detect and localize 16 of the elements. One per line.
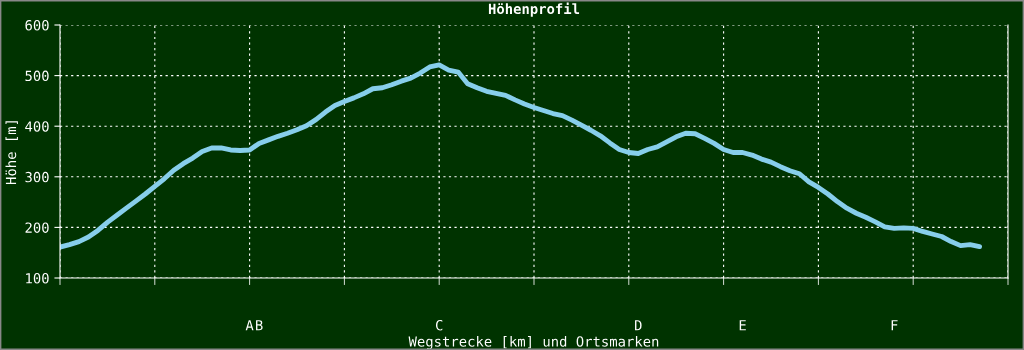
x-tick-label: F: [891, 320, 898, 331]
y-tick-label: 100: [26, 273, 49, 284]
x-tick-label: E: [739, 320, 746, 331]
y-tick-label: 400: [25, 121, 49, 132]
x-tick-label: A: [245, 320, 254, 331]
chart-title: Höhenprofil: [488, 2, 580, 17]
x-axis-title: Wegstrecke [km] und Ortsmarken: [408, 335, 659, 350]
y-axis-title: Höhe [m]: [5, 121, 18, 185]
line-series: [60, 62, 982, 250]
x-tick-label: B: [256, 320, 263, 331]
y-tick-label: 600: [25, 20, 49, 31]
y-tick-label: 200: [25, 222, 49, 233]
y-tick-label: 300: [25, 171, 49, 183]
y-tick-label: 500: [25, 70, 49, 82]
x-tick-label: C: [435, 319, 443, 331]
x-tick-label: D: [635, 320, 642, 331]
